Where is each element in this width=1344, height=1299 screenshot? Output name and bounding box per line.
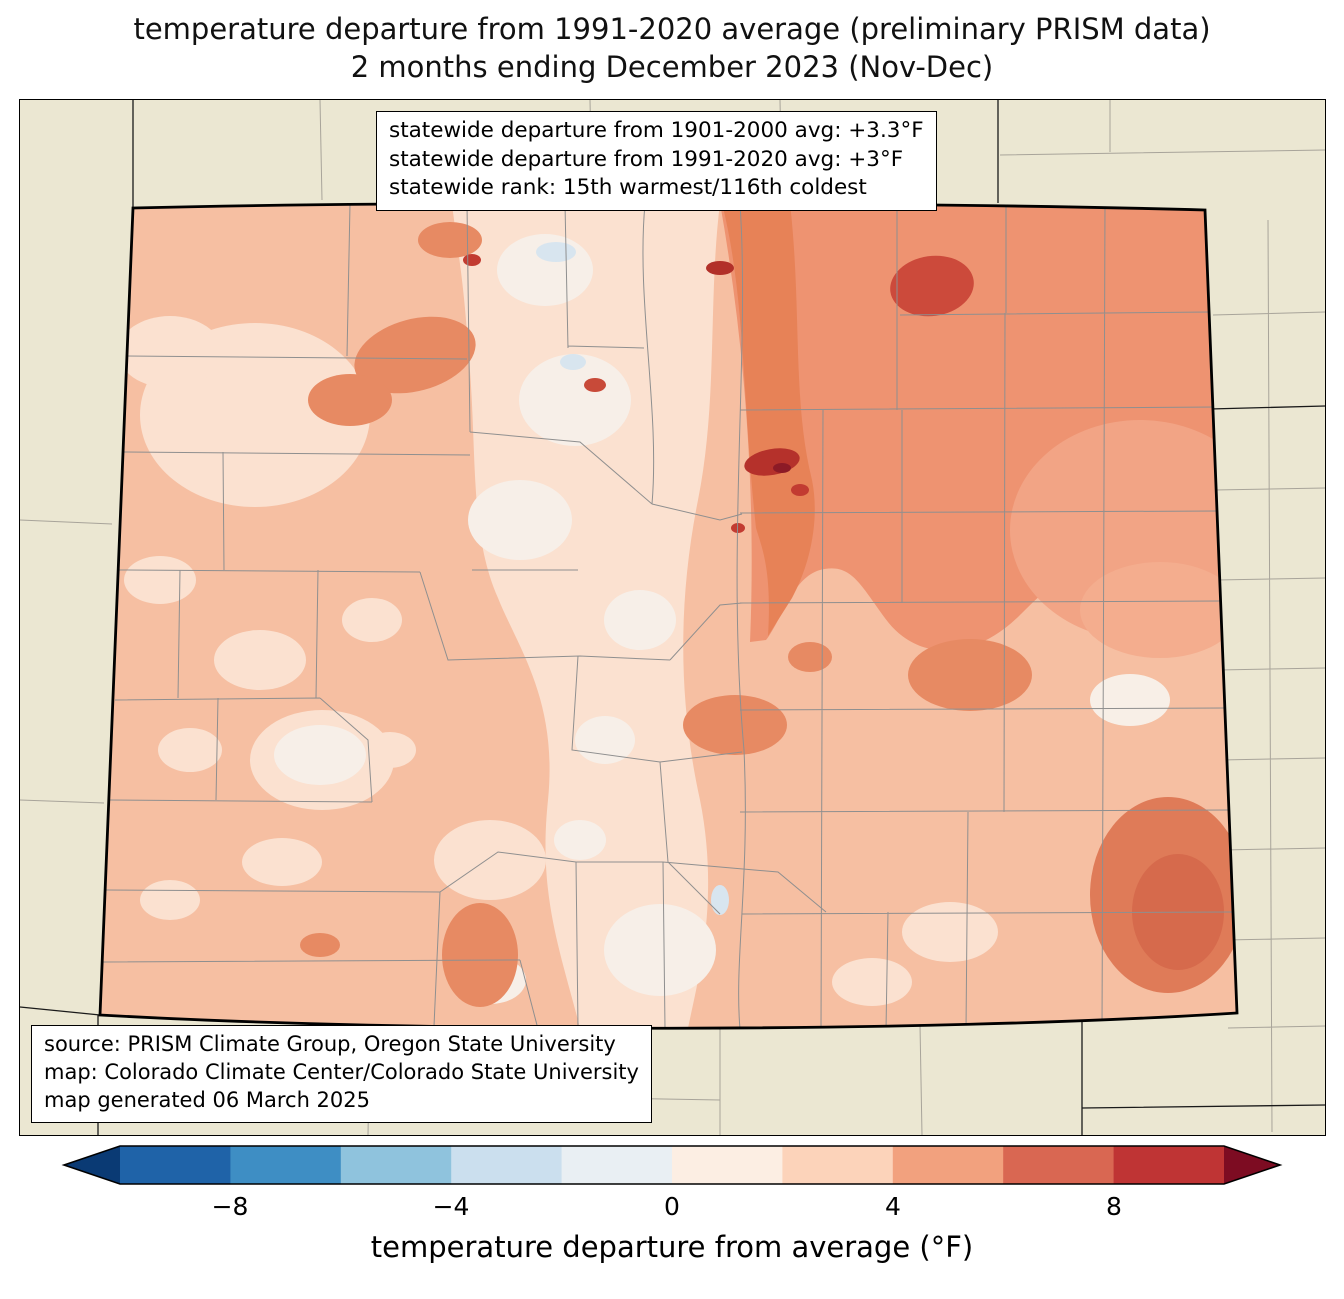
colorado-map <box>20 100 1325 1135</box>
colorbar-segment <box>120 1146 231 1184</box>
county-lines-east <box>736 203 1234 1029</box>
colorbar-segment <box>451 1146 563 1184</box>
colorbar-under-arrow <box>64 1146 120 1184</box>
colorbar-segment <box>340 1146 452 1184</box>
colorbar-tick-label: −4 <box>432 1192 470 1221</box>
source-line-2: map: Colorado Climate Center/Colorado St… <box>44 1060 639 1085</box>
colorbar-tick-label: 0 <box>664 1192 680 1221</box>
colorbar <box>0 1143 1344 1187</box>
colorbar-tick-label: −8 <box>211 1192 249 1221</box>
figure-title: temperature departure from 1991-2020 ave… <box>0 10 1344 87</box>
stats-line-2: statewide departure from 1991-2020 avg: … <box>389 146 904 172</box>
stats-line-3: statewide rank: 15th warmest/116th colde… <box>389 175 867 201</box>
stats-box: statewide departure from 1901-2000 avg: … <box>376 111 937 211</box>
source-line-3: map generated 06 March 2025 <box>44 1088 371 1113</box>
colorbar-segment <box>230 1146 342 1184</box>
temperature-raster <box>100 203 1237 1029</box>
colorbar-ticks: −8 −4 0 4 8 <box>0 1192 1344 1224</box>
colorbar-tick-label: 8 <box>1106 1192 1122 1221</box>
colorbar-segment <box>672 1146 783 1184</box>
colorbar-outline <box>61 1145 1283 1185</box>
colorbar-tick-label: 4 <box>885 1192 901 1221</box>
source-box: source: PRISM Climate Group, Oregon Stat… <box>31 1025 652 1123</box>
colorbar-svg <box>61 1145 1283 1185</box>
colorbar-segment <box>1113 1146 1224 1184</box>
colorbar-segments <box>64 1146 1280 1184</box>
title-line-2: 2 months ending December 2023 (Nov-Dec) <box>350 50 994 85</box>
colorbar-segment <box>1003 1146 1115 1184</box>
colorbar-axis-label: temperature departure from average (°F) <box>370 1230 974 1264</box>
county-lines-west <box>102 203 827 1029</box>
colorbar-over-arrow <box>1224 1146 1280 1184</box>
colorbar-segment <box>782 1146 894 1184</box>
map-area: statewide departure from 1901-2000 avg: … <box>19 99 1326 1136</box>
colorbar-segment <box>561 1146 673 1184</box>
colorbar-segment <box>892 1146 1004 1184</box>
title-line-1: temperature departure from 1991-2020 ave… <box>133 12 1211 46</box>
source-line-1: source: PRISM Climate Group, Oregon Stat… <box>44 1032 616 1057</box>
stats-line-1: statewide departure from 1901-2000 avg: … <box>389 118 924 143</box>
